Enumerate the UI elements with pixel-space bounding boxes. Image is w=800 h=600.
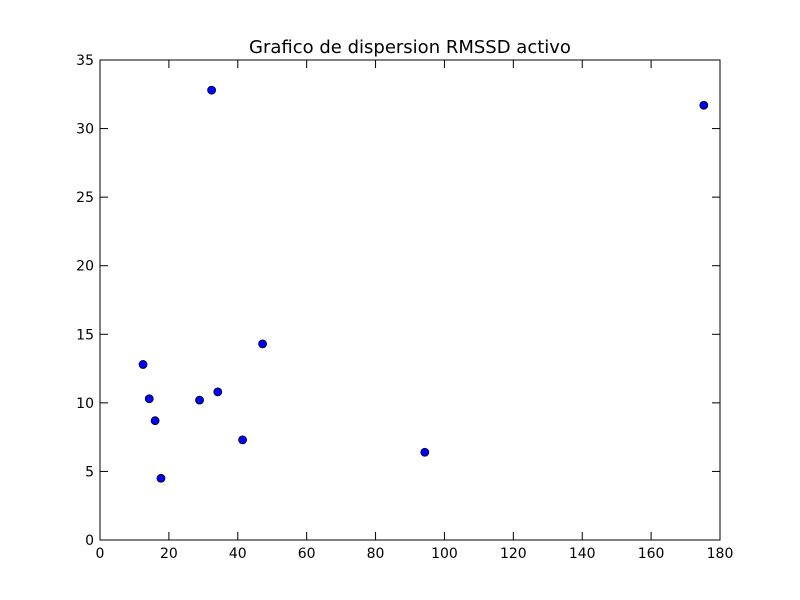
x-tick-label: 160 xyxy=(638,546,665,562)
x-tick-label: 120 xyxy=(500,546,527,562)
y-tick-label: 20 xyxy=(76,259,94,275)
x-tick-label: 100 xyxy=(431,546,458,562)
scatter-point xyxy=(258,339,267,349)
scatter-point xyxy=(213,387,223,397)
x-tick-label: 180 xyxy=(707,546,734,562)
scatter-point xyxy=(207,85,217,95)
scatter-point xyxy=(195,395,204,405)
scatter-point xyxy=(699,100,709,110)
scatter-point xyxy=(144,394,154,404)
plot-frame xyxy=(99,59,721,541)
x-tick-label: 60 xyxy=(298,546,316,562)
x-tick-label: 140 xyxy=(569,546,596,562)
y-tick-label: 35 xyxy=(76,53,94,69)
scatter-point xyxy=(238,435,248,445)
axis-ticks: 0 20 40 60 80 100 120 140 160 180 0 5 10 15 20 25 30 35 xyxy=(76,53,733,562)
y-tick-label: 15 xyxy=(76,327,94,343)
x-tick-label: 80 xyxy=(367,546,385,562)
y-tick-label: 30 xyxy=(76,122,94,138)
data-points xyxy=(138,85,709,483)
x-tick-label: 0 xyxy=(96,546,105,562)
y-tick-label: 0 xyxy=(85,533,94,549)
chart-title: Grafico de dispersion RMSSD activo xyxy=(249,37,571,58)
x-tick-label: 40 xyxy=(229,546,247,562)
scatter-point xyxy=(138,360,148,369)
y-tick-label: 10 xyxy=(76,396,94,412)
scatter-point xyxy=(156,473,166,483)
scatter-point xyxy=(150,416,160,426)
x-tick-label: 20 xyxy=(160,546,178,562)
y-tick-label: 5 xyxy=(85,464,94,480)
scatter-point xyxy=(420,447,430,457)
y-tick-label: 25 xyxy=(76,190,94,206)
